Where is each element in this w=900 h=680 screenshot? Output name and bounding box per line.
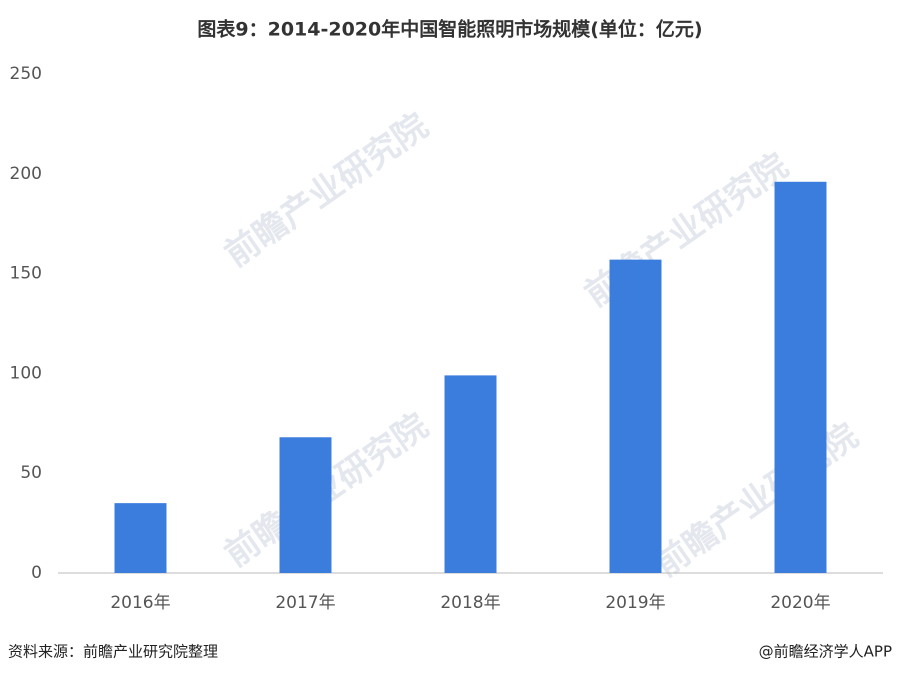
x-tick-label: 2017年 bbox=[275, 593, 335, 613]
bar bbox=[114, 503, 167, 573]
bar bbox=[774, 181, 827, 573]
x-tick-label: 2020年 bbox=[770, 593, 830, 613]
source-note: 资料来源：前瞻产业研究院整理 bbox=[8, 643, 218, 661]
y-tick-label: 250 bbox=[10, 64, 42, 84]
bar bbox=[279, 437, 332, 573]
y-tick-label: 50 bbox=[20, 463, 42, 483]
bar bbox=[444, 375, 497, 573]
bar bbox=[609, 259, 662, 573]
chart-title: 图表9：2014-2020年中国智能照明市场规模(单位：亿元) bbox=[197, 18, 702, 41]
y-tick-label: 0 bbox=[31, 563, 42, 583]
x-tick-label: 2016年 bbox=[110, 593, 170, 613]
credit: @前瞻经济学人APP bbox=[759, 643, 892, 661]
x-tick-label: 2018年 bbox=[440, 593, 500, 613]
y-tick-label: 100 bbox=[10, 363, 42, 383]
y-tick-label: 150 bbox=[10, 264, 42, 284]
x-tick-label: 2019年 bbox=[605, 593, 665, 613]
y-tick-label: 200 bbox=[10, 164, 42, 184]
